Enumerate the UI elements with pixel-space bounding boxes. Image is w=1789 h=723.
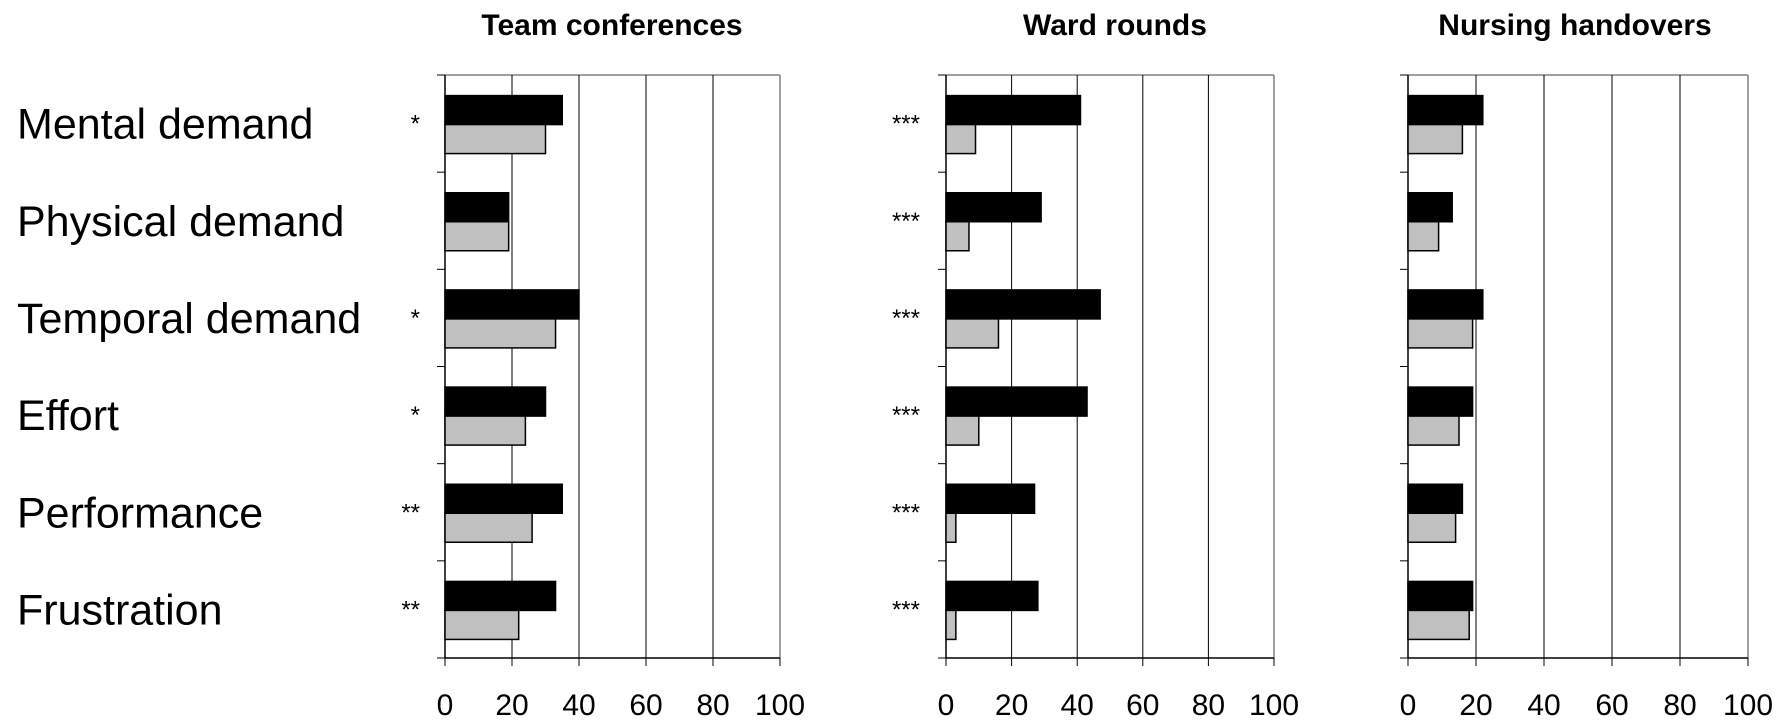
bar-series-2 [945,221,970,252]
x-tick-label: 20 [1459,689,1492,722]
significance-marker: * [411,111,420,138]
x-tick-label: 100 [1249,689,1299,722]
bar-series-1 [1407,580,1474,612]
significance-marker: * [411,305,420,332]
bar-series-2 [444,318,557,349]
x-tick-label: 60 [1595,689,1628,722]
category-label: Physical demand [17,198,344,246]
bar-series-1 [1407,386,1474,417]
bar-series-2 [945,123,977,155]
x-tick-label: 100 [755,689,805,722]
bar-series-2 [1407,123,1464,155]
x-tick-label: 40 [1527,689,1560,722]
x-tick-label: 20 [995,689,1028,722]
bar-series-2 [945,609,957,641]
x-tick-label: 40 [1061,689,1094,722]
significance-marker: *** [892,499,920,526]
x-tick-label: 0 [1400,689,1417,722]
bar-series-1 [444,192,510,223]
x-tick-label: 20 [495,689,528,722]
bar-series-2 [945,415,980,446]
bar-series-1 [444,386,547,417]
category-label: Effort [17,392,119,440]
bar-series-1 [945,483,1036,514]
bar-series-1 [444,94,563,126]
bar-series-2 [444,123,547,155]
panel-title: Team conferences [481,9,742,42]
bar-series-2 [444,512,533,543]
significance-marker: *** [892,111,920,138]
category-label: Mental demand [17,101,313,149]
x-tick-label: 100 [1723,689,1773,722]
bar-series-2 [945,318,1000,349]
bar-series-1 [945,580,1039,612]
x-tick-label: 80 [1192,689,1225,722]
panel-title: Nursing handovers [1438,9,1711,42]
significance-marker: *** [892,402,920,429]
bar-series-1 [945,94,1082,126]
bar-series-2 [1407,318,1474,349]
bar-series-2 [1407,415,1460,446]
bar-series-2 [945,512,957,543]
bar-series-2 [444,415,527,446]
bar-series-1 [945,386,1088,417]
significance-marker: *** [892,208,920,235]
bar-series-1 [444,289,580,320]
bar-series-2 [1407,609,1470,641]
significance-marker: *** [892,596,920,623]
significance-marker: ** [401,499,420,526]
x-tick-label: 80 [696,689,729,722]
bar-series-1 [1407,94,1484,126]
x-tick-label: 60 [1126,689,1159,722]
significance-marker: * [411,402,420,429]
x-tick-label: 0 [938,689,955,722]
bar-series-1 [444,580,557,612]
x-tick-label: 60 [629,689,662,722]
bar-series-2 [1407,512,1457,543]
bar-series-2 [444,609,520,641]
bar-series-2 [1407,221,1440,252]
bar-series-2 [444,221,510,252]
bar-series-1 [1407,483,1464,514]
x-tick-label: 80 [1663,689,1696,722]
significance-marker: *** [892,305,920,332]
bar-series-1 [945,289,1101,320]
significance-marker: ** [401,596,420,623]
x-tick-label: 0 [437,689,454,722]
bar-series-1 [945,192,1042,223]
x-tick-label: 40 [562,689,595,722]
bar-series-1 [1407,192,1453,223]
bar-series-1 [1407,289,1484,320]
category-label: Temporal demand [17,295,361,343]
category-label: Frustration [17,586,223,634]
bar-series-1 [444,483,563,514]
category-label: Performance [17,489,263,537]
panel-title: Ward rounds [1023,9,1207,42]
